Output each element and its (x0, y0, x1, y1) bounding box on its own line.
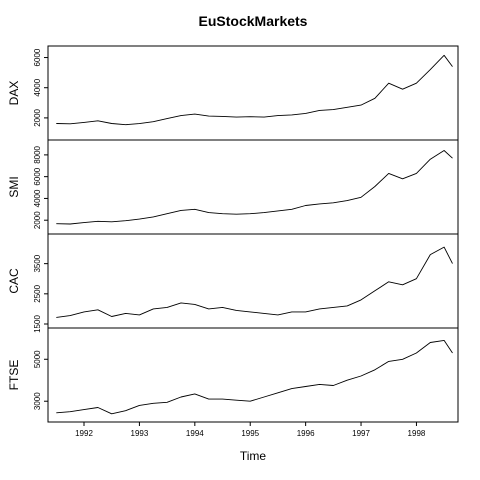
panel-cac: 1500 2500 3500 CAC (7, 233, 459, 333)
series-label-cac: CAC (7, 268, 21, 294)
x-axis: 1992 1993 1994 1995 1996 1997 1998 (75, 422, 426, 438)
x-tick-label: 1998 (408, 429, 426, 438)
x-tick-label: 1994 (186, 429, 204, 438)
series-label-dax: DAX (7, 81, 21, 106)
x-tick-label: 1995 (241, 429, 259, 438)
y-tick-label: 1500 (33, 315, 42, 333)
x-tick-label: 1992 (75, 429, 93, 438)
y-tick-label: 2000 (33, 108, 42, 126)
series-line-dax (56, 54, 453, 126)
panel-frame (47, 139, 459, 235)
panel-frame (47, 45, 459, 141)
panel-smi: 2000 4000 6000 8000 SMI (7, 139, 459, 235)
x-axis-label: Time (240, 449, 267, 463)
panel-frame (47, 233, 459, 329)
y-tick-label: 4000 (33, 78, 42, 96)
panel-ftse: 3000 5000 FTSE (7, 327, 459, 423)
y-tick-label: 2500 (33, 284, 42, 302)
panels: 2000 4000 6000 DAX 2000 4000 6000 8000 SMI 1500 25… (7, 45, 459, 423)
y-tick-label: 2000 (33, 211, 42, 229)
y-tick-label: 3500 (33, 254, 42, 272)
y-tick-label: 3000 (33, 392, 42, 410)
x-tick-label: 1997 (352, 429, 370, 438)
series-line-cac (56, 246, 453, 318)
y-tick-label: 6000 (33, 167, 42, 185)
panel-frame (47, 327, 459, 423)
y-tick-label: 8000 (33, 145, 42, 163)
y-tick-label: 5000 (33, 350, 42, 368)
x-tick-label: 1993 (131, 429, 149, 438)
series-line-ftse (56, 339, 453, 415)
chart-title: EuStockMarkets (199, 13, 308, 29)
y-tick-label: 6000 (33, 48, 42, 66)
panel-dax: 2000 4000 6000 DAX (7, 45, 459, 141)
series-label-ftse: FTSE (7, 360, 21, 391)
series-label-smi: SMI (7, 176, 21, 197)
y-tick-label: 4000 (33, 189, 42, 207)
series-line-smi (56, 150, 453, 225)
x-tick-label: 1996 (297, 429, 315, 438)
